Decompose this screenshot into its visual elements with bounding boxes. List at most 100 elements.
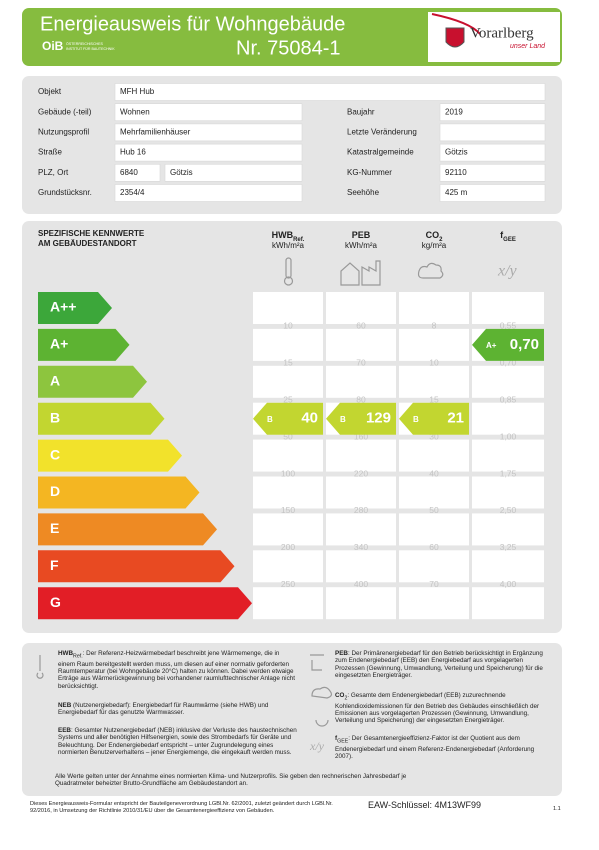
scale-label: 15: [283, 358, 293, 368]
class-arrow: [38, 402, 165, 435]
field-value: Hub 16: [120, 148, 146, 157]
grid-cell: [399, 587, 469, 620]
legend-panel: [22, 643, 562, 796]
field-value: 6840: [120, 168, 138, 177]
rating-value: 40: [301, 410, 318, 427]
grid-cell: [472, 550, 544, 583]
rating-class: A+: [486, 341, 497, 350]
legend-term: f: [335, 735, 338, 742]
legend-text: : Der Gesamtenergieeffizienz-Faktor ist …: [335, 735, 535, 761]
class-arrow: [38, 476, 200, 509]
column-sub: 2: [439, 237, 443, 243]
scale-label: 60: [356, 321, 366, 331]
header-band: [22, 8, 562, 66]
fgee-legend-icon: x/y: [309, 739, 325, 753]
scale-label: 30: [429, 431, 439, 441]
rating-marker: [472, 328, 544, 361]
scale-label: 0,55: [500, 321, 517, 331]
field-label: Katastralgemeinde: [347, 148, 414, 157]
grid-cell: [472, 587, 544, 620]
region-crest: [445, 27, 465, 48]
class-label: D: [50, 483, 60, 499]
class-arrow: [38, 513, 217, 546]
rating-marker: [399, 402, 469, 435]
legend-item: NEB (Nutzenergiebedarf): Energiebedarf f…: [58, 702, 298, 717]
column-unit: kWh/m²a: [345, 241, 378, 250]
rating-class: B: [340, 415, 346, 424]
grid-cell: [472, 292, 544, 324]
column-header: fGEE: [500, 230, 516, 242]
scale-label: 40: [429, 468, 439, 478]
legend-item: CO2: Gesamte dem Endenergiebedarf (EEB) …: [335, 692, 545, 725]
grid-cell: [326, 328, 396, 361]
legend-term: EEB: [58, 727, 71, 734]
grid-cell: [253, 476, 323, 509]
grid-cell: [472, 439, 544, 472]
scale-label: 160: [354, 431, 368, 441]
grid-cell: [399, 328, 469, 361]
building-icon: [340, 260, 381, 286]
scale-label: 0,85: [500, 394, 517, 404]
oib-text: ÖSTERREICHISCHES: [66, 42, 104, 46]
scale-label: 2,50: [500, 505, 517, 515]
scale-label: 10: [429, 358, 439, 368]
legend-text: : Gesamter Nutzenergiebedarf (NEB) inklu…: [58, 727, 297, 757]
scale-label: 25: [283, 394, 293, 404]
footer-version: 1.1: [553, 806, 561, 812]
class-label: A++: [50, 299, 76, 315]
cloud-icon: [417, 262, 444, 279]
column-name: f: [500, 230, 504, 240]
class-label: E: [50, 520, 59, 536]
grid-cell: [253, 439, 323, 472]
value-box: [439, 184, 546, 202]
scale-label: 0,70: [500, 358, 517, 368]
field-value: 2354/4: [120, 188, 145, 197]
field-value: Wohnen: [120, 107, 150, 116]
grid-cell: [472, 513, 544, 546]
field-label: KG-Nummer: [347, 168, 392, 177]
grid-cell: [253, 550, 323, 583]
class-arrow: [38, 365, 147, 398]
column-unit: kWh/m²a: [272, 241, 305, 250]
legend-text: : Der Primärenergiebedarf für den Betrie…: [335, 650, 543, 680]
column-sub: Ref.: [293, 237, 305, 243]
legend-term: HWB: [58, 650, 74, 657]
class-arrow: [38, 439, 182, 472]
field-label: Seehöhe: [347, 188, 380, 197]
legend-text: : Gesamte dem Endenergiebedarf (EEB) zuz…: [335, 692, 540, 725]
legend-item: PEB: Der Primärenergiebedarf für den Bet…: [335, 650, 545, 680]
legend-sub: Ref.: [73, 653, 83, 660]
legend-note: Alle Werte gelten unter der Annahme eine…: [55, 773, 407, 788]
class-arrow: [38, 587, 252, 620]
rating-value: 21: [447, 410, 464, 427]
grid-cell: [326, 550, 396, 583]
scale-label: 280: [354, 505, 368, 515]
rating-value: 129: [366, 410, 391, 427]
class-label: A+: [50, 336, 68, 352]
value-box: [114, 184, 303, 202]
footer-key: EAW-Schlüssel: 4M13WF99: [368, 800, 482, 810]
grid-cell: [472, 402, 544, 435]
field-label: Grundstücksnr.: [38, 188, 92, 197]
value-box: [114, 103, 303, 121]
grid-cell: [253, 365, 323, 398]
value-box: [439, 123, 546, 142]
class-label: B: [50, 409, 60, 425]
grid-cell: [253, 587, 323, 620]
field-value: MFH Hub: [120, 87, 155, 96]
fgee-icon: x/y: [497, 263, 518, 280]
grid-cell: [326, 587, 396, 620]
rating-value: 0,70: [510, 336, 539, 353]
scale-label: 200: [281, 542, 295, 552]
column-header: CO2: [426, 230, 444, 242]
legend-text: (Nutzenergiebedarf): Energiebedarf für R…: [58, 702, 269, 717]
scale-label: 220: [354, 468, 368, 478]
legend-item: HWBRef.: Der Referenz-Heizwärmebedarf be…: [58, 650, 298, 690]
scale-label: 15: [429, 394, 439, 404]
column-name: CO: [426, 230, 440, 240]
field-label: Letzte Veränderung: [347, 128, 417, 137]
scale-label: 1,75: [500, 468, 517, 478]
scale-label: 8: [432, 321, 437, 331]
scale-label: 400: [354, 579, 368, 589]
rating-title: SPEZIFISCHE KENNWERTE: [38, 229, 145, 238]
